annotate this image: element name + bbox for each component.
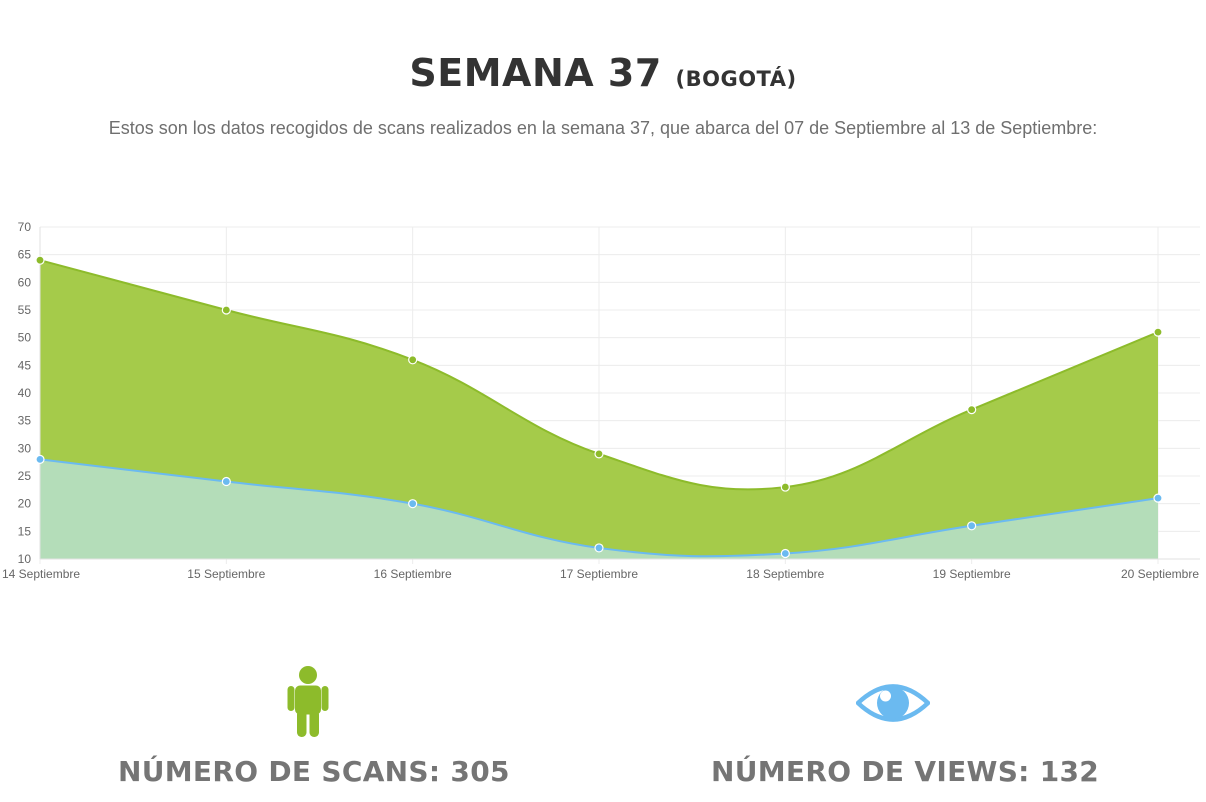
- scans-stat: [286, 666, 330, 738]
- eye-icon: [855, 684, 931, 722]
- x-tick-label: 14 Septiembre: [2, 567, 80, 581]
- chart-axes: 10 15 20 25 30 35 40 45 50 55 60 65 70 14 Septiembre 1…: [2, 220, 1200, 581]
- series-1-point[interactable]: [35, 454, 45, 464]
- x-tick-label: 17 Septiembre: [560, 567, 638, 581]
- y-tick-label: 20: [18, 497, 32, 511]
- x-tick-label: 18 Septiembre: [746, 567, 824, 581]
- person-icon: [287, 666, 329, 737]
- y-tick-label: 70: [18, 220, 32, 234]
- series-1-point[interactable]: [1153, 493, 1163, 503]
- series-1-point[interactable]: [221, 476, 231, 487]
- series-1-point[interactable]: [780, 548, 790, 559]
- series-1-area: [40, 459, 1158, 559]
- series-1-point[interactable]: [967, 521, 977, 531]
- series-0-point[interactable]: [408, 355, 418, 365]
- x-tick-label: 19 Septiembre: [933, 567, 1011, 581]
- series-0-point[interactable]: [967, 405, 977, 415]
- y-tick-label: 35: [18, 414, 32, 428]
- y-tick-label: 15: [18, 524, 32, 538]
- title-week: SEMANA 37: [409, 51, 662, 95]
- y-tick-label: 30: [18, 441, 32, 455]
- series-0-area: [40, 260, 1158, 559]
- y-tick-label: 65: [18, 248, 32, 262]
- views-count: NÚMERO DE VIEWS: 132: [711, 755, 1100, 788]
- scans-count: NÚMERO DE SCANS: 305: [118, 755, 510, 788]
- y-tick-label: 10: [18, 552, 32, 566]
- series-0-point[interactable]: [780, 482, 790, 492]
- x-tick-label: 16 Septiembre: [374, 567, 452, 581]
- y-tick-label: 25: [18, 469, 32, 483]
- y-tick-label: 50: [18, 331, 32, 345]
- series-0-point[interactable]: [35, 255, 45, 265]
- title-location: (BOGOTÁ): [675, 67, 797, 91]
- area-chart: 10 15 20 25 30 35 40 45 50 55 60 65 70 14 Septiembre 1…: [2, 220, 1200, 581]
- views-stat: [855, 678, 931, 728]
- chart-points: [35, 255, 1163, 559]
- series-1-point[interactable]: [594, 543, 604, 553]
- page-title: SEMANA 37 (BOGOTÁ): [0, 48, 1206, 104]
- y-tick-label: 55: [18, 303, 32, 317]
- page-subtitle: Estos son los datos recogidos de scans r…: [108, 118, 1098, 138]
- series-1-point[interactable]: [408, 499, 418, 509]
- series-0-point[interactable]: [221, 305, 231, 315]
- y-tick-label: 45: [18, 358, 32, 372]
- y-tick-label: 60: [18, 275, 32, 289]
- series-0-point[interactable]: [1153, 327, 1163, 337]
- x-tick-label: 15 Septiembre: [187, 567, 265, 581]
- y-tick-label: 40: [18, 386, 32, 400]
- x-tick-label: 20 Septiembre: [1121, 567, 1199, 581]
- series-0-point[interactable]: [594, 449, 604, 459]
